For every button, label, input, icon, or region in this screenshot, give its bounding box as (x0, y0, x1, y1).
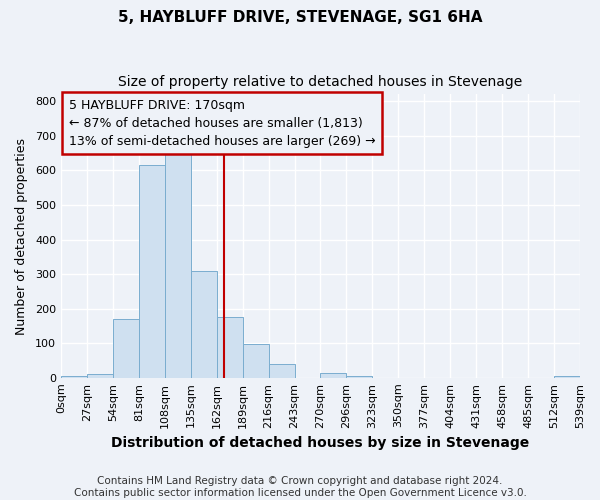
Bar (346, 376, 373, 378)
Bar (191, 270, 217, 378)
Y-axis label: Number of detached properties: Number of detached properties (15, 138, 28, 334)
Bar (217, 318, 242, 378)
Bar (165, 153, 191, 378)
Text: 5, HAYBLUFF DRIVE, STEVENAGE, SG1 6HA: 5, HAYBLUFF DRIVE, STEVENAGE, SG1 6HA (118, 10, 482, 25)
Title: Size of property relative to detached houses in Stevenage: Size of property relative to detached ho… (118, 75, 523, 89)
X-axis label: Distribution of detached houses by size in Stevenage: Distribution of detached houses by size … (112, 436, 530, 450)
Bar (113, 319, 139, 378)
Text: 5 HAYBLUFF DRIVE: 170sqm
← 87% of detached houses are smaller (1,813)
13% of sem: 5 HAYBLUFF DRIVE: 170sqm ← 87% of detach… (69, 98, 376, 148)
Bar (320, 372, 346, 378)
Bar (61, 376, 87, 378)
Bar (242, 344, 269, 378)
Bar (269, 364, 295, 378)
Bar (139, 165, 165, 378)
Bar (87, 374, 113, 378)
Bar (554, 376, 580, 378)
Text: Contains HM Land Registry data © Crown copyright and database right 2024.
Contai: Contains HM Land Registry data © Crown c… (74, 476, 526, 498)
